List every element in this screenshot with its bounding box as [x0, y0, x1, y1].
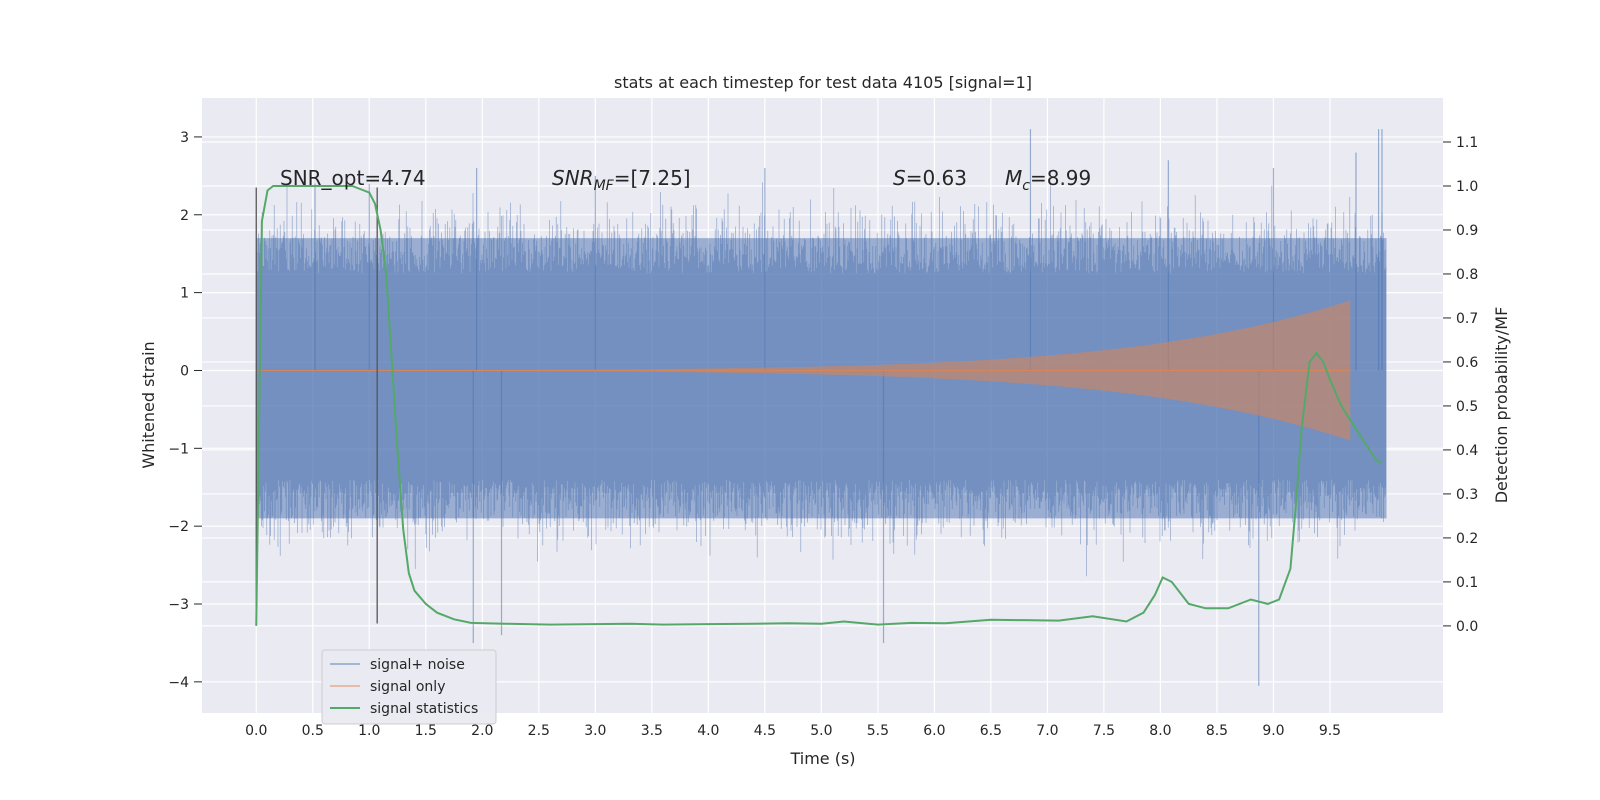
- y-right-tick-label-7: 0.4: [1456, 443, 1478, 459]
- y-tick-label-6: −3: [168, 597, 189, 613]
- annotation-mc-subscript: c: [1022, 178, 1030, 194]
- y-right-axis-label: Detection probability/MF: [1492, 307, 1511, 504]
- chart-title: stats at each timestep for test data 410…: [614, 73, 1032, 92]
- annotation-snr-mf-value: =[7.25]: [614, 166, 691, 190]
- x-tick-label-16: 8.0: [1149, 723, 1171, 739]
- x-tick-label-7: 3.5: [641, 723, 663, 739]
- y-axis-ticks: 3 2 1 0 −1 −2 −3 −4: [168, 130, 202, 691]
- annotation-mc: Mc=8.99: [1005, 166, 1091, 194]
- y-tick-label-1: 2: [180, 208, 189, 224]
- x-tick-label-18: 9.0: [1262, 723, 1284, 739]
- y-right-tick-label-4: 0.7: [1456, 311, 1478, 327]
- x-tick-label-17: 8.5: [1206, 723, 1228, 739]
- x-tick-label-6: 3.0: [584, 723, 606, 739]
- x-tick-label-12: 6.0: [923, 723, 945, 739]
- y-right-tick-label-9: 0.2: [1456, 531, 1478, 547]
- y-right-tick-label-0: 1.1: [1456, 135, 1478, 151]
- x-tick-label-13: 6.5: [980, 723, 1002, 739]
- y-tick-label-5: −2: [168, 519, 189, 535]
- series-signal-only: [256, 300, 1351, 441]
- x-tick-label-15: 7.5: [1093, 723, 1115, 739]
- y-right-tick-label-5: 0.6: [1456, 355, 1478, 371]
- annotation-snr-opt: SNR_opt=4.74: [280, 166, 426, 190]
- annotation-mc-value: =8.99: [1030, 166, 1091, 190]
- y-right-tick-label-2: 0.9: [1456, 223, 1478, 239]
- x-tick-label-14: 7.0: [1036, 723, 1058, 739]
- x-tick-label-19: 9.5: [1319, 723, 1341, 739]
- y-tick-label-7: −4: [168, 675, 189, 691]
- x-tick-label-0: 0.0: [245, 723, 267, 739]
- vertical-markers: [255, 187, 378, 624]
- signal-statistics-line: [255, 184, 1382, 626]
- x-tick-label-1: 0.5: [302, 723, 324, 739]
- legend-box: [321, 649, 497, 725]
- y-right-tick-label-3: 0.8: [1456, 267, 1478, 283]
- x-tick-label-3: 1.5: [415, 723, 437, 739]
- annotation-s-value: =0.63: [906, 166, 967, 190]
- legend-label-signal-statistics: signal statistics: [370, 701, 478, 717]
- annotation-snr-mf-subscript: MF: [594, 178, 615, 194]
- y-right-axis-ticks: 1.1 1.0 0.9 0.8 0.7 0.6 0.5 0.4 0.3 0.2 0.1 0.0: [1443, 135, 1478, 635]
- annotation-s-symbol: S: [893, 166, 906, 190]
- x-axis-label: Time (s): [789, 749, 855, 768]
- y-right-tick-label-1: 1.0: [1456, 179, 1478, 195]
- x-tick-label-2: 1.0: [358, 723, 380, 739]
- x-tick-label-11: 5.5: [867, 723, 889, 739]
- y-tick-label-3: 0: [180, 363, 189, 379]
- y-right-tick-label-11: 0.0: [1456, 619, 1478, 635]
- y-right-tick-label-8: 0.3: [1456, 487, 1478, 503]
- y-axis-label: Whitened strain: [139, 341, 158, 468]
- y-tick-label-2: 1: [180, 286, 189, 302]
- legend-label-signal-only: signal only: [370, 679, 445, 695]
- x-axis-ticks: 0.0 0.5 1.0 1.5 2.0 2.5 3.0 3.5 4.0 4.5 5.0 5.5 6.0 6…: [245, 723, 1341, 739]
- x-tick-label-10: 5.0: [810, 723, 832, 739]
- legend-label-signal-noise: signal+ noise: [370, 657, 465, 673]
- series-signal-statistics: [255, 184, 1382, 626]
- y-right-tick-label-6: 0.5: [1456, 399, 1478, 415]
- annotation-snr-mf-symbol: SNR: [552, 166, 594, 190]
- x-tick-label-8: 4.0: [697, 723, 719, 739]
- annotation-snr-mf: SNRMF=[7.25]: [552, 166, 691, 194]
- y-right-tick-label-10: 0.1: [1456, 575, 1478, 591]
- y-tick-label-4: −1: [168, 441, 189, 457]
- x-tick-label-5: 2.5: [528, 723, 550, 739]
- annotation-mc-symbol: M: [1005, 166, 1022, 190]
- y-tick-label-0: 3: [180, 130, 189, 146]
- annotation-s: S=0.63: [893, 166, 967, 190]
- x-tick-label-4: 2.0: [471, 723, 493, 739]
- x-tick-label-9: 4.5: [754, 723, 776, 739]
- signal-noise-peaks: [314, 129, 1383, 686]
- legend: signal+ noise signal only signal statist…: [321, 649, 497, 725]
